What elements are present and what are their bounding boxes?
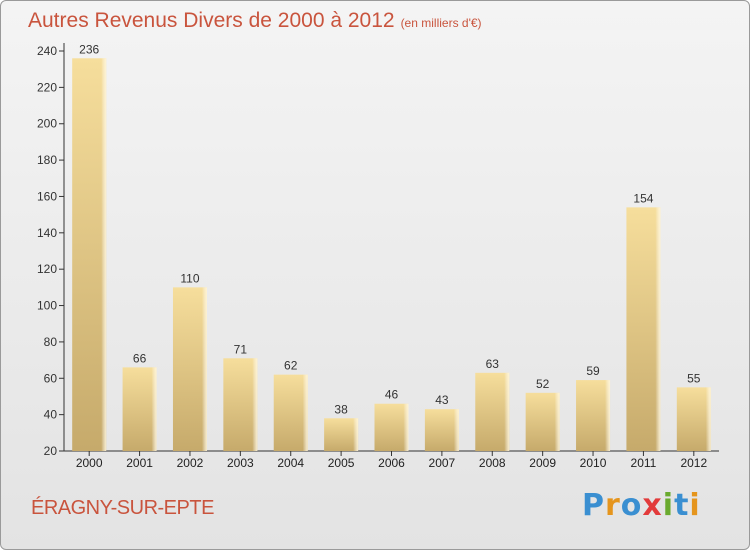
y-tick: 180: [37, 153, 64, 167]
bar-highlight: [302, 374, 308, 451]
bar: [424, 409, 459, 451]
bar: [576, 380, 611, 451]
logo-letter: t: [674, 488, 690, 523]
y-tick-label: 80: [44, 335, 58, 349]
x-tick-label: 2005: [328, 456, 355, 470]
x-tick-label: 2009: [529, 456, 556, 470]
y-tick-label: 140: [37, 226, 57, 240]
bar-highlight: [151, 367, 157, 451]
bar-value-label: 110: [180, 271, 199, 285]
y-tick-label: 40: [44, 408, 58, 422]
bar-value-label: 62: [284, 359, 298, 373]
y-tick: 80: [44, 335, 64, 349]
y-tick: 160: [37, 189, 64, 203]
bar: [626, 207, 661, 451]
logo-letter: i: [689, 488, 701, 523]
bar-highlight: [605, 380, 611, 451]
x-tick-label: 2004: [277, 456, 304, 470]
bar-highlight: [705, 387, 711, 451]
x-tick-label: 2008: [479, 456, 506, 470]
bar-highlight: [655, 207, 661, 451]
bar-value-label: 43: [435, 393, 449, 407]
logo-letter: x: [642, 488, 663, 523]
bar: [72, 58, 107, 451]
bar-value-label: 52: [536, 377, 550, 391]
chart-labels: 236 2000 66 2001 110 2002 71 2003 62 2004 38 2005 46…: [76, 42, 708, 470]
y-tick: 240: [37, 44, 64, 58]
bar: [223, 358, 258, 451]
y-tick-label: 160: [37, 189, 57, 203]
x-tick-label: 2012: [680, 456, 707, 470]
bar-value-label: 154: [633, 191, 653, 205]
y-tick: 120: [37, 262, 64, 276]
bar-value-label: 46: [385, 388, 399, 402]
bar: [676, 387, 711, 451]
x-tick-label: 2010: [580, 456, 607, 470]
y-tick-label: 200: [37, 117, 57, 131]
x-tick-label: 2007: [429, 456, 456, 470]
proxiti-logo: Proxiti: [582, 488, 701, 523]
bar: [475, 372, 510, 451]
chart-bars: [72, 58, 711, 451]
y-tick-label: 120: [37, 262, 57, 276]
y-tick: 100: [37, 299, 64, 313]
bar-highlight: [201, 287, 207, 451]
logo-letter: o: [620, 488, 643, 523]
bar: [324, 418, 359, 451]
logo-letter: P: [582, 488, 605, 523]
bar-highlight: [504, 372, 510, 451]
x-tick-label: 2002: [177, 456, 204, 470]
logo-letter: r: [605, 488, 621, 523]
bar: [525, 392, 560, 451]
y-tick: 60: [44, 371, 64, 385]
bar-value-label: 236: [79, 42, 99, 56]
x-tick-label: 2001: [126, 456, 153, 470]
y-tick-label: 20: [44, 444, 58, 458]
x-tick-label: 2000: [76, 456, 103, 470]
bar-highlight: [554, 392, 560, 451]
x-tick-label: 2011: [631, 456, 657, 470]
x-tick-label: 2006: [378, 456, 405, 470]
y-tick: 220: [37, 80, 64, 94]
bar-value-label: 71: [234, 342, 248, 356]
chart-title-text: Autres Revenus Divers de 2000 à 2012: [28, 9, 395, 32]
chart-unit: (en milliers d'€): [400, 16, 482, 30]
bar-highlight: [353, 418, 359, 451]
bar-value-label: 59: [586, 364, 600, 378]
x-tick-label: 2003: [227, 456, 254, 470]
bar: [172, 287, 207, 451]
bar: [122, 367, 157, 451]
y-tick-label: 100: [37, 299, 57, 313]
y-tick: 40: [44, 408, 64, 422]
logo-letter: i: [662, 488, 675, 523]
bar: [273, 374, 308, 451]
y-tick-label: 240: [37, 44, 57, 58]
bar-highlight: [403, 403, 409, 451]
bar-value-label: 63: [486, 357, 500, 371]
bar-value-label: 38: [334, 402, 348, 416]
bar-highlight: [101, 58, 107, 451]
y-tick-label: 60: [44, 371, 58, 385]
bar-value-label: 66: [133, 351, 147, 365]
y-tick: 200: [37, 117, 64, 131]
bar-value-label: 55: [687, 371, 701, 385]
y-tick: 140: [37, 226, 64, 240]
y-tick-label: 220: [37, 80, 57, 94]
bar-highlight: [252, 358, 258, 451]
bar-highlight: [453, 409, 459, 451]
y-tick-label: 180: [37, 153, 57, 167]
bar: [374, 403, 409, 451]
commune-name: ÉRAGNY-SUR-EPTE: [31, 497, 214, 519]
chart-title: Autres Revenus Divers de 2000 à 2012 (en …: [28, 9, 482, 33]
y-tick: 20: [44, 444, 64, 458]
